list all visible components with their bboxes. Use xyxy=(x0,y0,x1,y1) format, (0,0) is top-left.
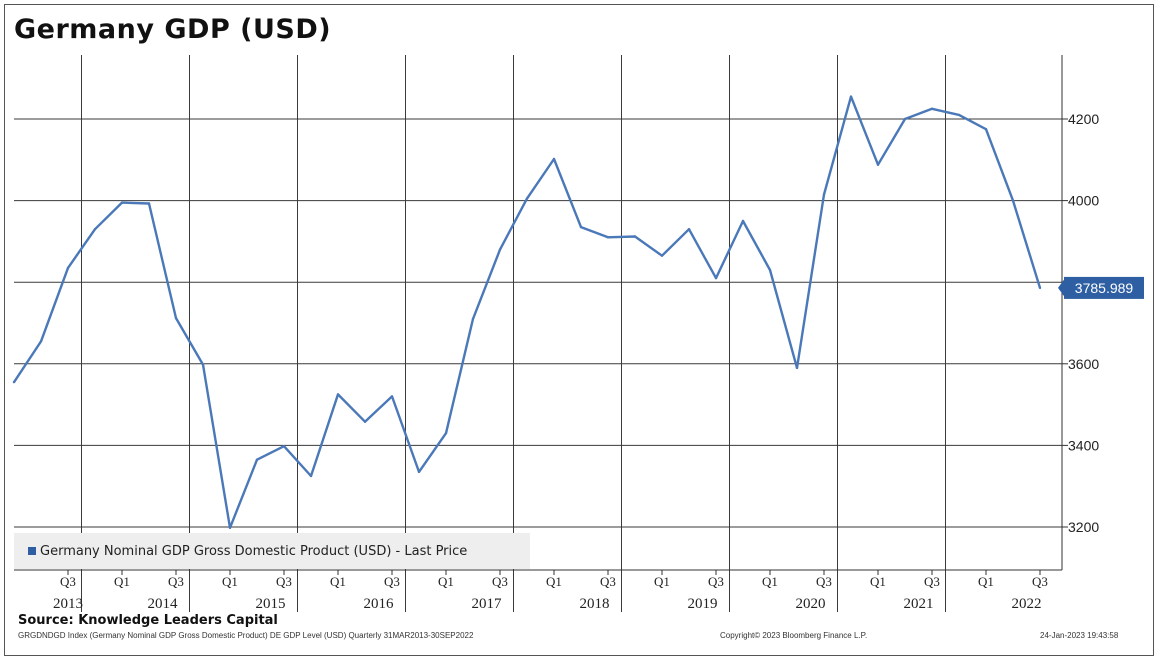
data-point xyxy=(363,420,367,423)
x-tick-label: Q1 xyxy=(546,574,562,589)
year-label: 2016 xyxy=(364,596,395,612)
year-label: 2018 xyxy=(580,596,610,612)
x-tick-label: Q1 xyxy=(222,574,238,589)
year-label: 2017 xyxy=(472,596,503,612)
x-tick-label: Q3 xyxy=(924,574,940,589)
data-point xyxy=(687,227,691,231)
data-point xyxy=(228,526,232,530)
y-tick-label: 3600 xyxy=(1068,356,1099,372)
data-point xyxy=(579,225,583,229)
data-point xyxy=(552,157,556,161)
data-point xyxy=(39,340,43,343)
x-tick-label: Q3 xyxy=(60,574,76,589)
footer-left: GRGDNDGD Index (Germany Nominal GDP Gros… xyxy=(18,631,474,640)
data-point xyxy=(417,470,421,474)
axes xyxy=(14,55,1068,575)
x-tick-label: Q3 xyxy=(816,574,832,589)
data-point xyxy=(1038,286,1042,290)
data-point xyxy=(309,474,313,478)
x-tick-label: Q3 xyxy=(708,574,724,589)
year-label: 2013 xyxy=(53,596,83,612)
y-tick-labels: 320034003600380040004200 xyxy=(1068,111,1099,535)
x-tick-label: Q3 xyxy=(492,574,508,589)
data-point xyxy=(822,193,826,196)
series-line xyxy=(12,95,1042,529)
data-point xyxy=(1011,199,1015,202)
x-tick-label: Q1 xyxy=(114,574,130,589)
data-point xyxy=(174,316,178,320)
data-point xyxy=(147,202,151,205)
last-value-badge: 3785.989 xyxy=(1058,276,1144,299)
data-point xyxy=(201,363,205,366)
data-point xyxy=(93,227,97,231)
data-point xyxy=(957,113,961,117)
x-tick-label: Q1 xyxy=(978,574,994,589)
year-label: 2022 xyxy=(1012,596,1042,612)
footer-center: Copyright© 2023 Bloomberg Finance L.P. xyxy=(720,631,868,640)
grid xyxy=(14,55,1062,612)
footer-right: 24-Jan-2023 19:43:58 xyxy=(1040,631,1119,640)
x-tick-labels: Q3 Q1 Q3 Q1 Q3 Q1 Q3 Q1 Q3 Q1 Q3 Q1 Q3 Q1 Q3 Q1 Q3 Q1 Q3 20… xyxy=(53,574,1048,612)
data-point xyxy=(876,163,880,166)
data-point xyxy=(849,95,853,98)
data-point xyxy=(120,201,124,204)
x-tick-label: Q3 xyxy=(168,574,184,589)
data-point xyxy=(471,317,475,321)
data-point xyxy=(606,236,610,239)
x-tick-label: Q3 xyxy=(600,574,616,589)
y-tick-label: 3400 xyxy=(1068,437,1099,453)
source-text: Source: Knowledge Leaders Capital xyxy=(18,613,278,628)
x-tick-label: Q3 xyxy=(384,574,400,589)
badge-box xyxy=(1064,276,1144,299)
year-label: 2021 xyxy=(904,596,934,612)
legend-swatch xyxy=(28,547,36,555)
data-point xyxy=(336,393,340,396)
year-label: 2014 xyxy=(148,596,179,612)
x-tick-label: Q1 xyxy=(654,574,670,589)
y-tick-label: 3200 xyxy=(1068,519,1099,535)
data-point xyxy=(390,395,394,398)
data-point xyxy=(795,366,799,370)
data-point xyxy=(282,445,286,448)
data-point xyxy=(930,107,934,111)
chart-title: Germany GDP (USD) xyxy=(14,14,332,45)
data-point xyxy=(903,117,907,121)
year-label: 2020 xyxy=(796,596,826,612)
data-point xyxy=(66,266,70,270)
y-tick-label: 4000 xyxy=(1068,193,1099,209)
data-point xyxy=(660,254,664,257)
legend: Germany Nominal GDP Gross Domestic Produ… xyxy=(14,533,530,569)
x-tick-label: Q1 xyxy=(330,574,346,589)
data-point xyxy=(498,248,502,251)
x-tick-label: Q1 xyxy=(762,574,778,589)
data-point xyxy=(525,197,529,200)
data-point xyxy=(984,128,988,131)
x-tick-label: Q1 xyxy=(438,574,454,589)
x-tick-label: Q3 xyxy=(276,574,292,589)
year-label: 2015 xyxy=(256,596,286,612)
data-point xyxy=(768,268,772,272)
data-point xyxy=(255,458,259,461)
data-point xyxy=(714,276,718,280)
last-value-label: 3785.989 xyxy=(1075,280,1134,296)
x-tick-label: Q1 xyxy=(870,574,886,589)
data-point xyxy=(633,235,637,238)
series xyxy=(12,95,1042,530)
x-tick-label: Q3 xyxy=(1032,574,1048,589)
year-label: 2019 xyxy=(688,596,718,612)
data-point xyxy=(12,380,16,384)
legend-label: Germany Nominal GDP Gross Domestic Produ… xyxy=(40,543,468,559)
data-point xyxy=(741,219,745,223)
data-point xyxy=(444,431,448,435)
y-tick-label: 4200 xyxy=(1068,111,1099,127)
